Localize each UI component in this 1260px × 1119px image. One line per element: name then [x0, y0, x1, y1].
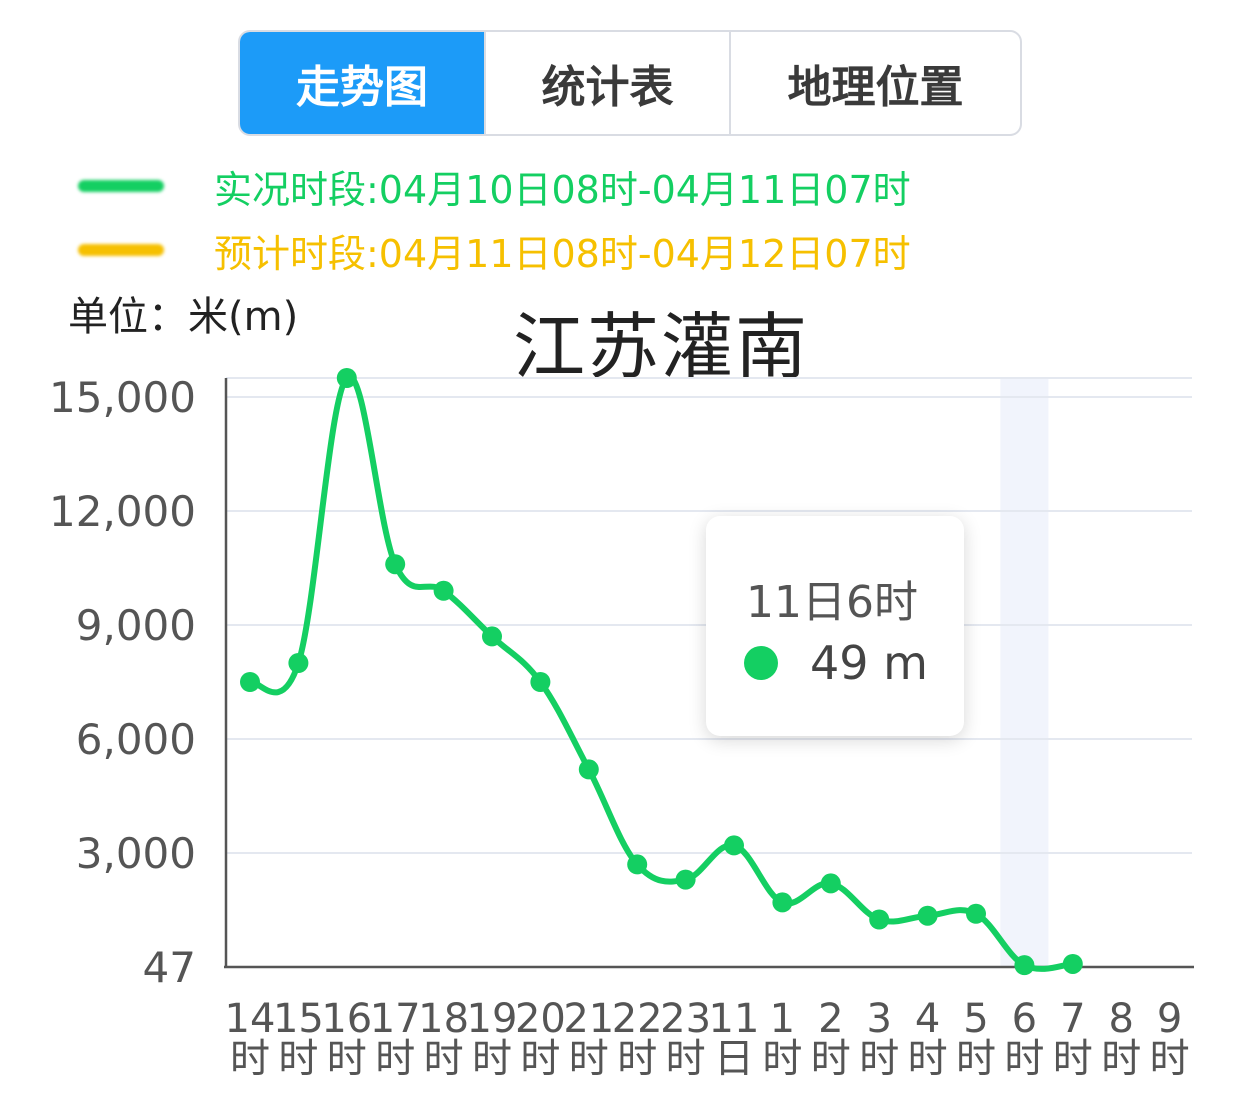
tab-geo-location[interactable]: 地理位置	[787, 62, 964, 113]
data-point	[1014, 955, 1035, 976]
x-tick-label-unit: 时	[472, 1036, 512, 1082]
tooltip-series-dot	[744, 646, 778, 680]
x-tick-label-unit: 时	[230, 1036, 270, 1082]
data-point	[433, 580, 454, 601]
x-tick-label: 16	[321, 996, 372, 1042]
y-tick-label: 6,000	[76, 715, 196, 764]
view-tabs: 走势图 统计表 地理位置	[238, 30, 1022, 136]
x-tick-label-unit: 日	[714, 1036, 754, 1082]
legend-forecast: 预计时段:04月11日08时-04月12日07时	[78, 225, 911, 276]
chart-title: 江苏灌南	[512, 305, 809, 389]
x-tick-label: 6	[1012, 996, 1037, 1042]
x-tick-label: 21	[563, 996, 614, 1042]
legend-observed: 实况时段:04月10日08时-04月11日07时	[78, 161, 911, 212]
x-tick-label-unit: 时	[375, 1036, 415, 1082]
data-point	[627, 854, 648, 875]
chart-tooltip: 11日6时 49 m	[706, 516, 964, 736]
x-tick-label-unit: 时	[1004, 1036, 1044, 1082]
x-tick-label: 2	[818, 996, 843, 1042]
tooltip-value: 49 m	[810, 636, 928, 690]
x-tick-label: 5	[963, 996, 988, 1042]
legend-text-forecast: 预计时段:04月11日08时-04月12日07时	[214, 231, 911, 276]
data-point	[240, 672, 260, 692]
data-point	[385, 554, 406, 575]
x-tick-label-unit: 时	[278, 1036, 318, 1082]
x-tick-label: 22	[612, 996, 663, 1042]
y-tick-label: 9,000	[76, 601, 196, 650]
x-tick-label-unit: 时	[666, 1036, 706, 1082]
x-tick-label: 11	[709, 996, 760, 1042]
x-tick-label-unit: 时	[956, 1036, 996, 1082]
tab-trend-chart[interactable]: 走势图	[240, 32, 486, 134]
x-tick-label: 14	[225, 996, 276, 1042]
x-tick-label-unit: 时	[1053, 1036, 1093, 1082]
x-tick-label: 4	[915, 996, 940, 1042]
x-tick-label-unit: 时	[859, 1036, 899, 1082]
x-tick-label: 3	[866, 996, 891, 1042]
unit-label: 单位：米(m)	[68, 294, 299, 340]
legend-text-observed: 实况时段:04月10日08时-04月11日07时	[214, 167, 911, 212]
data-point	[530, 672, 551, 692]
x-tick-label: 18	[418, 996, 469, 1042]
x-tick-label-unit: 时	[811, 1036, 851, 1082]
legend-swatch-forecast	[78, 244, 164, 256]
y-tick-label: 3,000	[76, 829, 196, 878]
y-tick-label: 12,000	[49, 487, 196, 536]
x-tick-label: 20	[515, 996, 566, 1042]
data-point	[772, 892, 793, 913]
data-point	[820, 873, 841, 894]
y-tick-label: 47	[143, 943, 196, 992]
data-point	[675, 869, 696, 890]
tooltip-time-label: 11日6时	[746, 577, 918, 628]
legend-swatch-observed	[78, 180, 164, 192]
x-tick-label-unit: 时	[617, 1036, 657, 1082]
x-tick-label-unit: 时	[1150, 1036, 1190, 1082]
y-tick-label: 15,000	[49, 373, 196, 422]
x-tick-label: 15	[273, 996, 324, 1042]
x-tick-label: 9	[1157, 996, 1182, 1042]
x-tick-label-unit: 时	[908, 1036, 948, 1082]
x-tick-label: 23	[660, 996, 711, 1042]
data-point	[288, 653, 309, 673]
x-tick-label-unit: 时	[327, 1036, 367, 1082]
data-point	[917, 905, 938, 926]
x-tick-label-unit: 时	[569, 1036, 609, 1082]
x-tick-label: 17	[370, 996, 421, 1042]
highlight-band	[1000, 378, 1049, 967]
x-tick-label: 1	[770, 996, 795, 1042]
data-point	[869, 909, 890, 930]
data-point	[578, 759, 599, 780]
x-tick-label: 8	[1108, 996, 1133, 1042]
x-tick-label-unit: 时	[1101, 1036, 1141, 1082]
x-tick-label-unit: 时	[762, 1036, 802, 1082]
tab-statistics-table[interactable]: 统计表	[486, 32, 731, 134]
visibility-line-chart: 473,0006,0009,00012,00015,00014时15时16时17…	[49, 368, 1194, 1082]
data-point	[966, 903, 986, 924]
data-point	[724, 835, 744, 856]
x-tick-label: 19	[467, 996, 518, 1042]
data-point	[1062, 953, 1083, 974]
x-tick-label: 7	[1060, 996, 1085, 1042]
data-point	[482, 626, 502, 647]
data-point	[336, 368, 357, 388]
x-tick-label-unit: 时	[424, 1036, 464, 1082]
x-tick-label-unit: 时	[520, 1036, 560, 1082]
